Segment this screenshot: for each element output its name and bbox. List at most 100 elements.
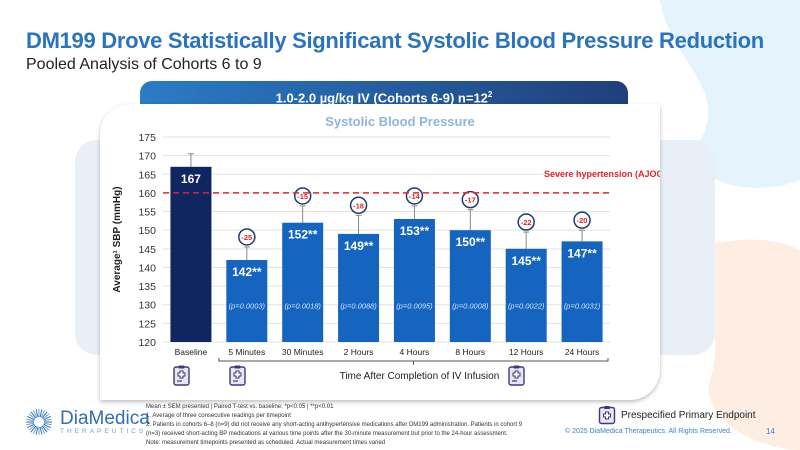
- sunburst-ray: [30, 411, 37, 419]
- bar-value-label: 150**: [456, 235, 486, 249]
- p-value-label: (p=0.0003): [229, 302, 266, 311]
- change-badge-label: -20: [577, 216, 588, 225]
- y-tick-label: 175: [138, 132, 156, 144]
- primary-endpoint-icon: [229, 365, 246, 386]
- sunburst-icon: [26, 409, 52, 435]
- page-number: 14: [766, 427, 775, 436]
- sunburst-ray: [41, 425, 48, 433]
- bar-2-hours: [338, 233, 380, 342]
- y-tick-label: 155: [138, 207, 156, 219]
- change-badge: [349, 196, 368, 215]
- sunburst-ray: [32, 410, 38, 418]
- slide-title: DM199 Drove Statistically Significant Sy…: [26, 28, 764, 53]
- y-tick-label: 150: [138, 225, 156, 237]
- x-tick-label: 4 Hours: [400, 347, 430, 357]
- company-logo: DiaMedica THERAPEUTICS: [22, 407, 150, 437]
- x-tick-label: 24 Hours: [565, 347, 600, 357]
- clipboard-medical-icon: [598, 406, 616, 425]
- sunburst-ray: [42, 413, 50, 420]
- p-value-label: (p=0.0088): [340, 302, 377, 311]
- change-badge: [461, 190, 480, 209]
- y-tick-label: 145: [138, 244, 156, 256]
- bar-value-label: 142**: [232, 265, 262, 279]
- p-value-label: (p=0.0018): [284, 302, 321, 311]
- footnote-line: (n=3) received short-acting BP medicatio…: [146, 431, 508, 437]
- x-tick-label: 5 Minutes: [228, 347, 265, 357]
- p-value-label: (p=0.0095): [396, 302, 433, 311]
- cohort-header-footnote: 2: [487, 90, 493, 99]
- change-badge: [573, 211, 591, 229]
- cohort-header-text: 1.0-2.0 µg/kg IV (Cohorts 6-9) n=12: [275, 90, 488, 106]
- sunburst-ray: [39, 409, 43, 418]
- reference-line-label: Severe hypertension (AJOG): [544, 169, 660, 179]
- change-badge-label: -15: [297, 192, 308, 201]
- change-badge-label: -22: [521, 218, 532, 227]
- sunburst-ray: [41, 411, 48, 419]
- primary-endpoint-icon: [508, 365, 525, 386]
- logo-subtitle: THERAPEUTICS: [60, 427, 147, 435]
- x-tick-label: Baseline: [175, 347, 208, 357]
- bar-24-hours: [561, 241, 603, 342]
- sunburst-ray: [42, 424, 50, 431]
- bar-value-label: 147**: [567, 246, 597, 260]
- p-value-label: (p=0.0022): [508, 302, 545, 311]
- sunburst-ray: [26, 422, 35, 426]
- bar-value-label: 153**: [400, 224, 430, 238]
- sunburst-ray: [40, 426, 46, 434]
- y-axis-label: Average¹ SBP (mmHg): [112, 186, 123, 292]
- sbp-bar-chart: 120 125 130 135 140 145 150 155 160 165 170 175 Aver…: [112, 132, 660, 386]
- y-tick-label: 125: [138, 318, 156, 330]
- change-badge-label: -14: [409, 192, 421, 201]
- slide-subtitle: Pooled Analysis of Cohorts 6 to 9: [26, 56, 262, 73]
- sunburst-ray: [35, 426, 39, 435]
- footnote-line: 1. Average of three consecutive readings…: [146, 413, 291, 419]
- sunburst-ray: [39, 426, 43, 435]
- background-decoration: [580, 0, 800, 450]
- primary-endpoint-icon: [173, 365, 190, 386]
- logo-name: DiaMedica: [60, 407, 150, 429]
- y-tick-label: 140: [138, 262, 156, 274]
- sunburst-ray: [26, 418, 35, 422]
- change-badge: [405, 187, 424, 205]
- sunburst-ray: [27, 423, 35, 429]
- bar-value-label: 152**: [288, 228, 318, 242]
- p-value-label: (p=0.0031): [564, 302, 601, 311]
- p-value-label: (p=0.0008): [452, 302, 489, 311]
- change-badge-label: -18: [353, 201, 364, 210]
- y-tick-label: 165: [138, 169, 156, 181]
- y-tick-label: 170: [138, 151, 156, 163]
- chart-title: Systolic Blood Pressure: [325, 114, 475, 129]
- sunburst-ray: [43, 418, 52, 422]
- change-badge-label: -25: [241, 233, 252, 242]
- bar-5-minutes: [226, 260, 268, 342]
- sunburst-ray: [40, 410, 46, 418]
- copyright: © 2025 DiaMedica Therapeutics. All Right…: [565, 428, 732, 435]
- y-tick-label: 120: [138, 337, 156, 349]
- footnote-line: Note: measurement timepoints presented a…: [146, 440, 386, 446]
- change-badge-label: -17: [465, 196, 476, 205]
- footnote-line: Mean ± SEM presented | Paired T-test vs.…: [146, 404, 334, 410]
- sunburst-ray: [27, 415, 35, 421]
- legend-label: Prespecified Primary Endpoint: [621, 409, 756, 421]
- x-tick-label: 2 Hours: [344, 347, 374, 357]
- bar-value-label: 145**: [512, 254, 542, 268]
- bar-baseline: [170, 166, 212, 342]
- x-tick-label: 30 Minutes: [282, 347, 324, 357]
- sunburst-ray: [32, 426, 38, 434]
- y-tick-label: 135: [138, 281, 156, 293]
- footnote-line: 2. Patients in cohorts 6–8 (n=9) did not…: [146, 422, 523, 428]
- sunburst-ray: [28, 413, 36, 420]
- bar-4-hours: [393, 219, 435, 342]
- footnotes: Mean ± SEM presented | Paired T-test vs.…: [146, 403, 522, 448]
- sunburst-ray: [35, 409, 39, 418]
- sunburst-ray: [43, 423, 51, 429]
- sunburst-ray: [43, 422, 52, 426]
- x-axis-label: Time After Completion of IV Infusion: [340, 371, 500, 382]
- change-badge: [517, 213, 535, 231]
- y-tick-label: 160: [138, 188, 156, 200]
- sunburst-ray: [43, 415, 51, 421]
- y-tick-label: 130: [138, 300, 156, 312]
- legend: Prespecified Primary Endpoint: [598, 405, 756, 425]
- bar-value-label: 149**: [344, 239, 374, 253]
- cohort-header: 1.0-2.0 µg/kg IV (Cohorts 6-9) n=122: [140, 81, 628, 108]
